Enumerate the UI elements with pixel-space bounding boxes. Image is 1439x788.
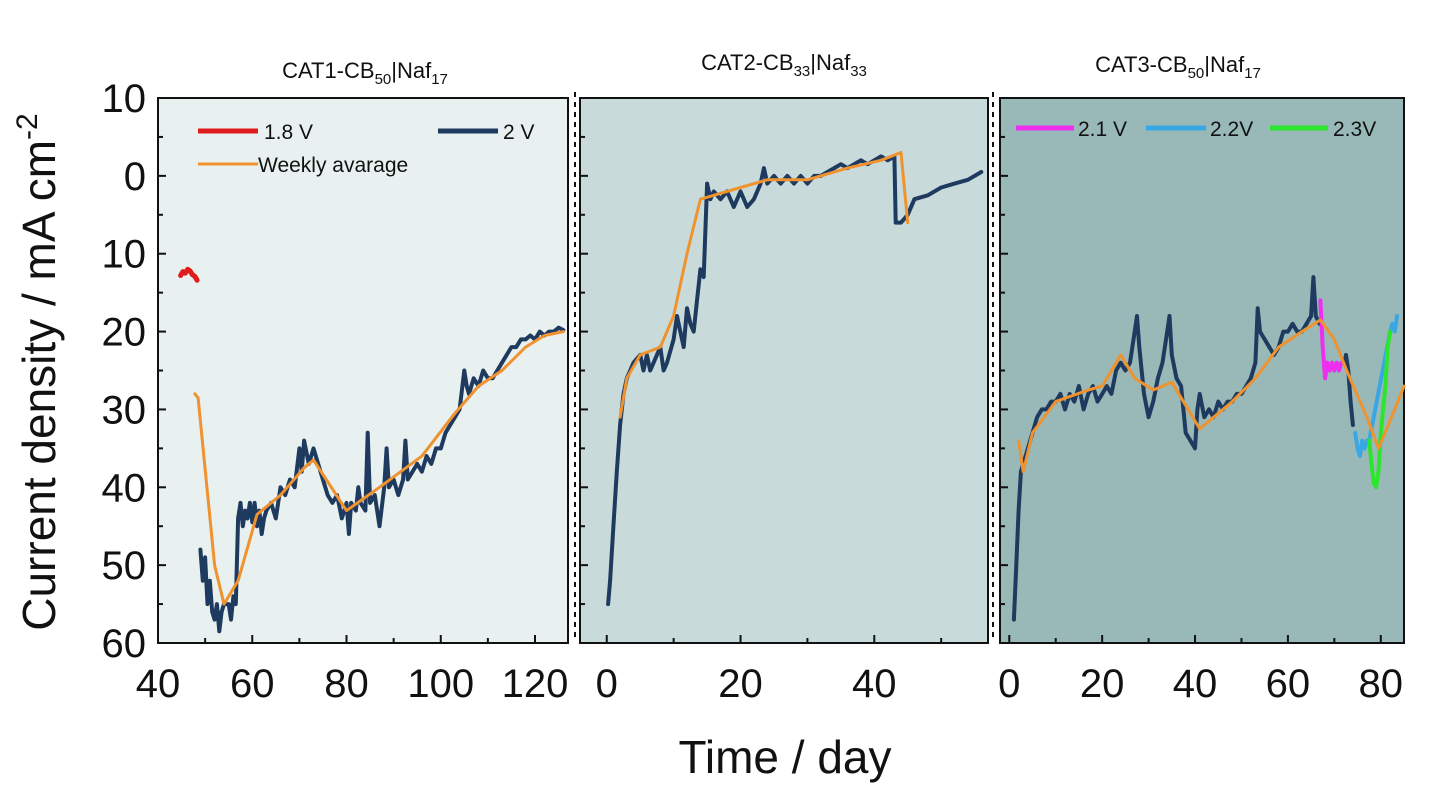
panel-1-series-1-8-v-0 [178,266,200,283]
panel-1-x-tick-label-2: 80 [324,662,369,706]
y-tick-label-3: 20 [102,311,147,355]
panel-3-series-weekly-avarage-5 [1017,318,1406,474]
panel-3-series-2-2v-3 [1353,314,1399,459]
panel-3-x-tick-label-0: 0 [998,662,1020,706]
panel-3: 0 20 40 60 80 CAT3-CB50|Naf17 2.1 V 2.2V 2.3… [998,52,1406,706]
y-tick-label-0: 10 [102,77,147,121]
legend-label-2-2v: 2.2V [1210,118,1253,141]
panel-3-title: CAT3-CB50|Naf17 [1095,52,1261,82]
panel-2-ticks: 0 20 40 [580,97,943,706]
panel-1-x-tick-label-4: 120 [502,662,569,706]
y-tick-label-6: 50 [102,544,147,588]
panel-2-title: CAT2-CB33|Naf33 [701,50,867,80]
y-tick-label-5: 40 [102,466,147,510]
panel-3-ticks: 0 20 40 60 80 [998,97,1404,706]
legend-label-2v: 2 V [503,121,535,144]
panel-1-title: CAT1-CB50|Naf17 [282,58,448,88]
panel-3-x-tick-label-1: 20 [1080,662,1125,706]
y-tick-label-1: 0 [124,155,146,199]
panel-3-series-2-v-0 [1011,275,1322,622]
panel-2: 0 20 40 CAT2-CB33|Naf33 [579,50,989,706]
y-tick-label-4: 30 [102,388,147,432]
panel-2-x-tick-label-2: 40 [852,662,897,706]
panel-1-plot-area [157,97,569,644]
y-tick-labels: 10 0 10 20 30 40 50 60 [102,77,147,666]
panel-1-legend: 1.8 V 2 V Weekly avarage [198,121,535,177]
panel-3-x-tick-label-2: 40 [1173,662,1218,706]
panel-1-series-weekly-avarage-2 [193,330,565,606]
legend-label-2-3v: 2.3V [1333,118,1376,141]
y-tick-label-7: 60 [102,622,147,666]
panel-1-series-2-v-1 [198,325,566,634]
panel-2-series-weekly-avarage-1 [618,151,910,419]
panel-1: 40 60 80 100 120 CAT1-CB50|Naf17 1.8 V 2 V W… [136,58,569,706]
panel-3-series-2-3v-4 [1367,329,1393,490]
panel-3-x-tick-label-4: 80 [1359,662,1404,706]
legend-label-2-1v: 2.1 V [1078,118,1127,141]
panel-1-x-tick-label-0: 40 [136,662,181,706]
panel-1-series [178,266,566,634]
legend-label-1-8v: 1.8 V [264,121,313,144]
panel-2-x-tick-label-1: 20 [718,662,763,706]
panel-3-series [1011,275,1406,622]
panel-1-x-tick-label-1: 60 [230,662,275,706]
panel-2-series [606,151,984,607]
panel-3-plot-area [999,97,1405,644]
panel-2-x-tick-label-0: 0 [596,662,618,706]
panel-1-x-tick-label-3: 100 [407,662,474,706]
panel-3-x-tick-label-3: 60 [1266,662,1311,706]
x-axis-title: Time / day [678,731,891,783]
legend-label-weekly-average: Weekly avarage [258,154,408,177]
panel-1-ticks: 40 60 80 100 120 [136,97,569,706]
y-axis-title: Current density / mA cm-2 [11,113,65,631]
panel-2-plot-area [579,97,989,644]
panel-3-series-2-1-v-1 [1318,298,1346,381]
panel-3-legend: 2.1 V 2.2V 2.3V [1016,118,1376,141]
y-tick-label-2: 10 [102,233,147,277]
